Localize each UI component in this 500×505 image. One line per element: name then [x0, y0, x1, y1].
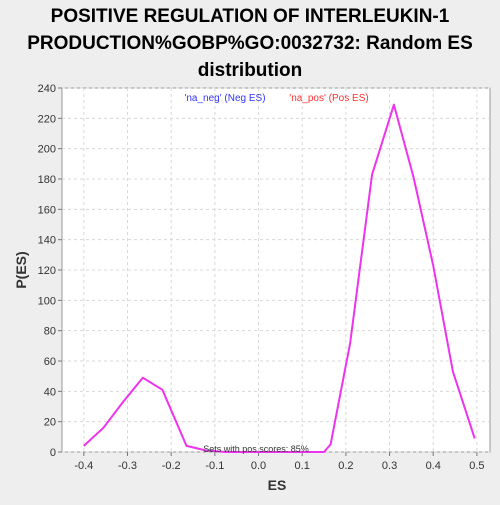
x-tick-label: 0.3 [382, 460, 397, 472]
chart-title-line-2: PRODUCTION%GOBP%GO:0032732: Random ES [27, 33, 473, 54]
chart-title-line-1: POSITIVE REGULATION OF INTERLEUKIN-1 [51, 6, 450, 27]
y-tick-label: 100 [38, 295, 56, 307]
chart-title: POSITIVE REGULATION OF INTERLEUKIN-1 PRO… [27, 6, 473, 81]
y-tick-label: 20 [44, 417, 56, 429]
x-tick-label: 0.5 [469, 460, 484, 472]
x-tick-label: 0.4 [426, 460, 441, 472]
y-tick-label: 180 [38, 174, 56, 186]
y-tick-label: 80 [44, 326, 56, 338]
y-tick-label: 140 [38, 235, 56, 247]
x-tick-label: 0.2 [338, 460, 353, 472]
y-tick-label: 120 [38, 265, 56, 277]
y-tick-label: 40 [44, 386, 56, 398]
legend: 'na_neg' (Neg ES) 'na_pos' (Pos ES) [184, 93, 368, 104]
grid [62, 87, 490, 453]
y-tick-label: 60 [44, 356, 56, 368]
x-tick-label: 0.1 [295, 460, 310, 472]
axes: 0 20 40 60 80 100 120 140 160 180 200 220 240 -0.4 -0.… [38, 83, 485, 472]
y-tick-label: 200 [38, 144, 56, 156]
x-tick-label: -0.2 [162, 460, 181, 472]
series-layer [83, 103, 476, 453]
legend-item-pos: 'na_pos' (Pos ES) [289, 93, 368, 104]
x-tick-label: 0.0 [251, 460, 266, 472]
x-axis-label: ES [268, 477, 287, 493]
x-tick-label: -0.4 [74, 460, 93, 472]
legend-item-neg: 'na_neg' (Neg ES) [184, 93, 265, 104]
x-tick-label: -0.3 [118, 460, 137, 472]
series-line-es-distribution [83, 103, 476, 453]
y-tick-label: 160 [38, 204, 56, 216]
chart-title-line-3: distribution [198, 60, 302, 81]
x-tick-label: -0.1 [205, 460, 224, 472]
y-tick-label: 240 [38, 83, 56, 95]
y-tick-label: 0 [50, 447, 56, 459]
y-tick-label: 220 [38, 113, 56, 125]
pos-score-annotation: Sets with pos scores: 85% [203, 444, 309, 454]
y-axis-label: P(ES) [13, 251, 29, 288]
